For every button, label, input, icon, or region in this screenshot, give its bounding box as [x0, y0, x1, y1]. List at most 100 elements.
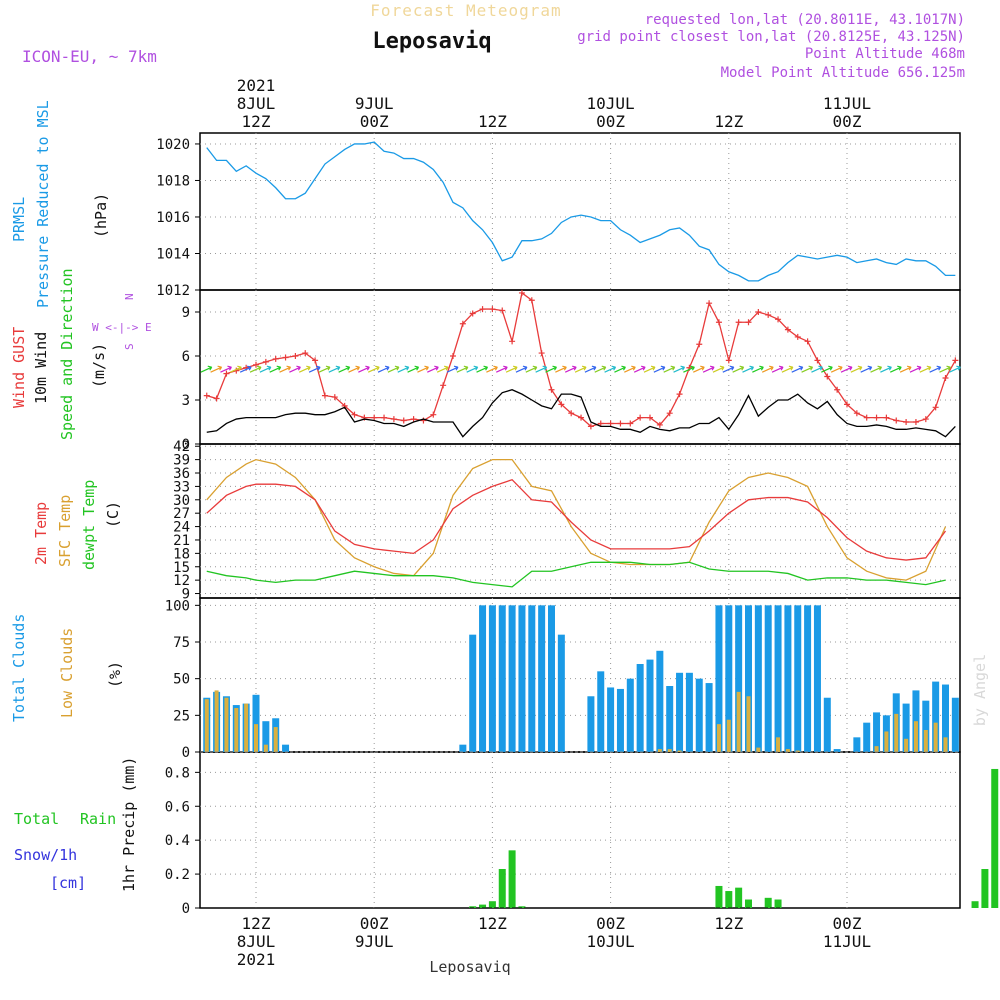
wind-gust-line-marker: [715, 319, 722, 326]
wind-direction-arrow: [870, 365, 883, 373]
rain-bar: [745, 899, 752, 908]
bottom-time-label: 00Z: [833, 914, 862, 933]
wind-direction-arrow: [939, 365, 951, 373]
wind-direction-arrow: [486, 365, 498, 373]
total-clouds-bar: [715, 605, 723, 752]
wind-gust-line-marker: [804, 338, 811, 345]
total-clouds-bar: [676, 672, 684, 752]
total-clouds-bar: [764, 605, 772, 752]
cloud-labels: Total Clouds Low Clouds (%): [10, 614, 124, 722]
top-time-label: 12Z: [242, 112, 271, 131]
rain-bar: [715, 885, 723, 908]
location-title: Leposaviq: [372, 29, 491, 54]
low-clouds-bar: [874, 746, 879, 752]
wind-direction-arrow: [663, 365, 676, 373]
wind-direction-arrow: [338, 365, 351, 373]
pressure-ytick-label: 1012: [156, 283, 190, 299]
wind-gust-line-marker: [302, 350, 309, 357]
clouds-ytick-label: 0: [182, 745, 190, 761]
wind-gust-line-marker: [627, 420, 634, 427]
temp-dewpt-label: dewpt Temp: [80, 480, 98, 570]
wind-direction-arrow: [722, 365, 735, 373]
wind-direction-arrow: [840, 365, 853, 373]
wind-direction-arrow: [446, 365, 459, 373]
wind-direction-arrow: [771, 365, 784, 373]
prmsl-label: PRMSL: [10, 197, 28, 242]
total-clouds-bar: [705, 683, 713, 752]
top-time-label: 12Z: [478, 112, 507, 131]
wind-direction-arrow: [328, 365, 341, 373]
wind-gust-line-marker: [440, 382, 447, 389]
wind-direction-arrow: [742, 365, 754, 373]
total-clouds-bar: [685, 672, 693, 752]
temp-ytick-label: 27: [173, 506, 190, 522]
rain-bar: [991, 768, 999, 908]
total-clouds-bar: [932, 681, 940, 752]
wind-gust-line-marker: [755, 309, 762, 315]
total-clouds-label: Total Clouds: [10, 614, 28, 722]
wind-gust-line-marker: [706, 300, 713, 307]
wind-gust-line-marker: [331, 394, 338, 401]
wind-direction-arrow: [525, 365, 538, 373]
clouds-ytick-label: 25: [173, 708, 190, 724]
wind-gust-line-marker: [597, 420, 604, 427]
clouds-ytick-label: 75: [173, 635, 190, 651]
wind-direction-arrow: [643, 365, 656, 373]
wind-direction-arrow: [230, 365, 242, 373]
clouds-panel: 0 25 50 75 100: [165, 597, 961, 761]
wind-direction-arrow: [407, 365, 420, 373]
wind-direction-arrow: [348, 365, 360, 373]
wind-direction-arrow: [860, 365, 873, 373]
rain-bar: [725, 891, 733, 908]
sfc-temp-line: [206, 458, 947, 581]
wind-gust-line-marker: [765, 311, 772, 318]
hpa-unit-label: (hPa): [92, 193, 110, 238]
low-clouds-bar: [244, 703, 249, 752]
wind-direction-arrow: [712, 365, 725, 373]
temp-ytick-label: 9: [182, 587, 190, 603]
wind-ytick-label: 6: [182, 349, 190, 365]
temp-ytick-label: 30: [173, 493, 190, 509]
wind-gust-line-marker: [213, 395, 220, 402]
total-clouds-bar: [774, 605, 782, 752]
low-clouds-bar: [904, 738, 909, 752]
wind-direction-arrow: [574, 365, 587, 373]
wind-direction-arrow: [752, 365, 764, 373]
total-clouds-bar: [813, 605, 821, 752]
wind-direction-arrow: [200, 365, 213, 373]
wind-direction-arrow: [555, 365, 567, 373]
wind-gust-line-marker: [814, 357, 821, 364]
precip-ytick-label: 0: [182, 901, 190, 917]
total-clouds-bar: [695, 678, 703, 752]
top-time-label: 9JUL: [355, 94, 394, 113]
temp-frame: [199, 443, 961, 599]
wind-ytick-label: 3: [182, 393, 190, 409]
wind-gust-line-marker: [390, 416, 397, 423]
rain-bar: [508, 850, 516, 908]
wind-gust-line-marker: [883, 414, 890, 421]
total-clouds-bar: [794, 605, 802, 752]
wind-gust-line-marker: [647, 414, 653, 421]
bottom-time-label: 9JUL: [355, 932, 394, 951]
wind-direction-arrow: [702, 365, 715, 373]
wind-direction-arrow: [624, 365, 636, 373]
top-time-label: 12Z: [714, 112, 743, 131]
total-clouds-bar: [282, 744, 290, 752]
dewpt-line: [206, 561, 946, 588]
chart-title: Forecast Meteogram: [370, 1, 561, 20]
low-clouds-bar: [913, 721, 918, 752]
wind-direction-arrow: [633, 365, 646, 373]
total-clouds-bar: [636, 664, 644, 752]
wind-gust-line-marker: [863, 414, 870, 421]
wind-direction-arrow: [417, 365, 429, 373]
temp-ytick-label: 33: [173, 479, 190, 495]
total-clouds-bar: [863, 722, 871, 752]
total-clouds-bar: [262, 721, 270, 752]
wind-gust-line-marker: [203, 392, 210, 399]
wind-gust-line-marker: [381, 414, 388, 421]
wind-direction-arrow: [515, 365, 528, 373]
rain-bar: [469, 906, 477, 908]
temp-ytick-label: 36: [173, 466, 190, 482]
total-clouds-bar: [479, 605, 487, 752]
